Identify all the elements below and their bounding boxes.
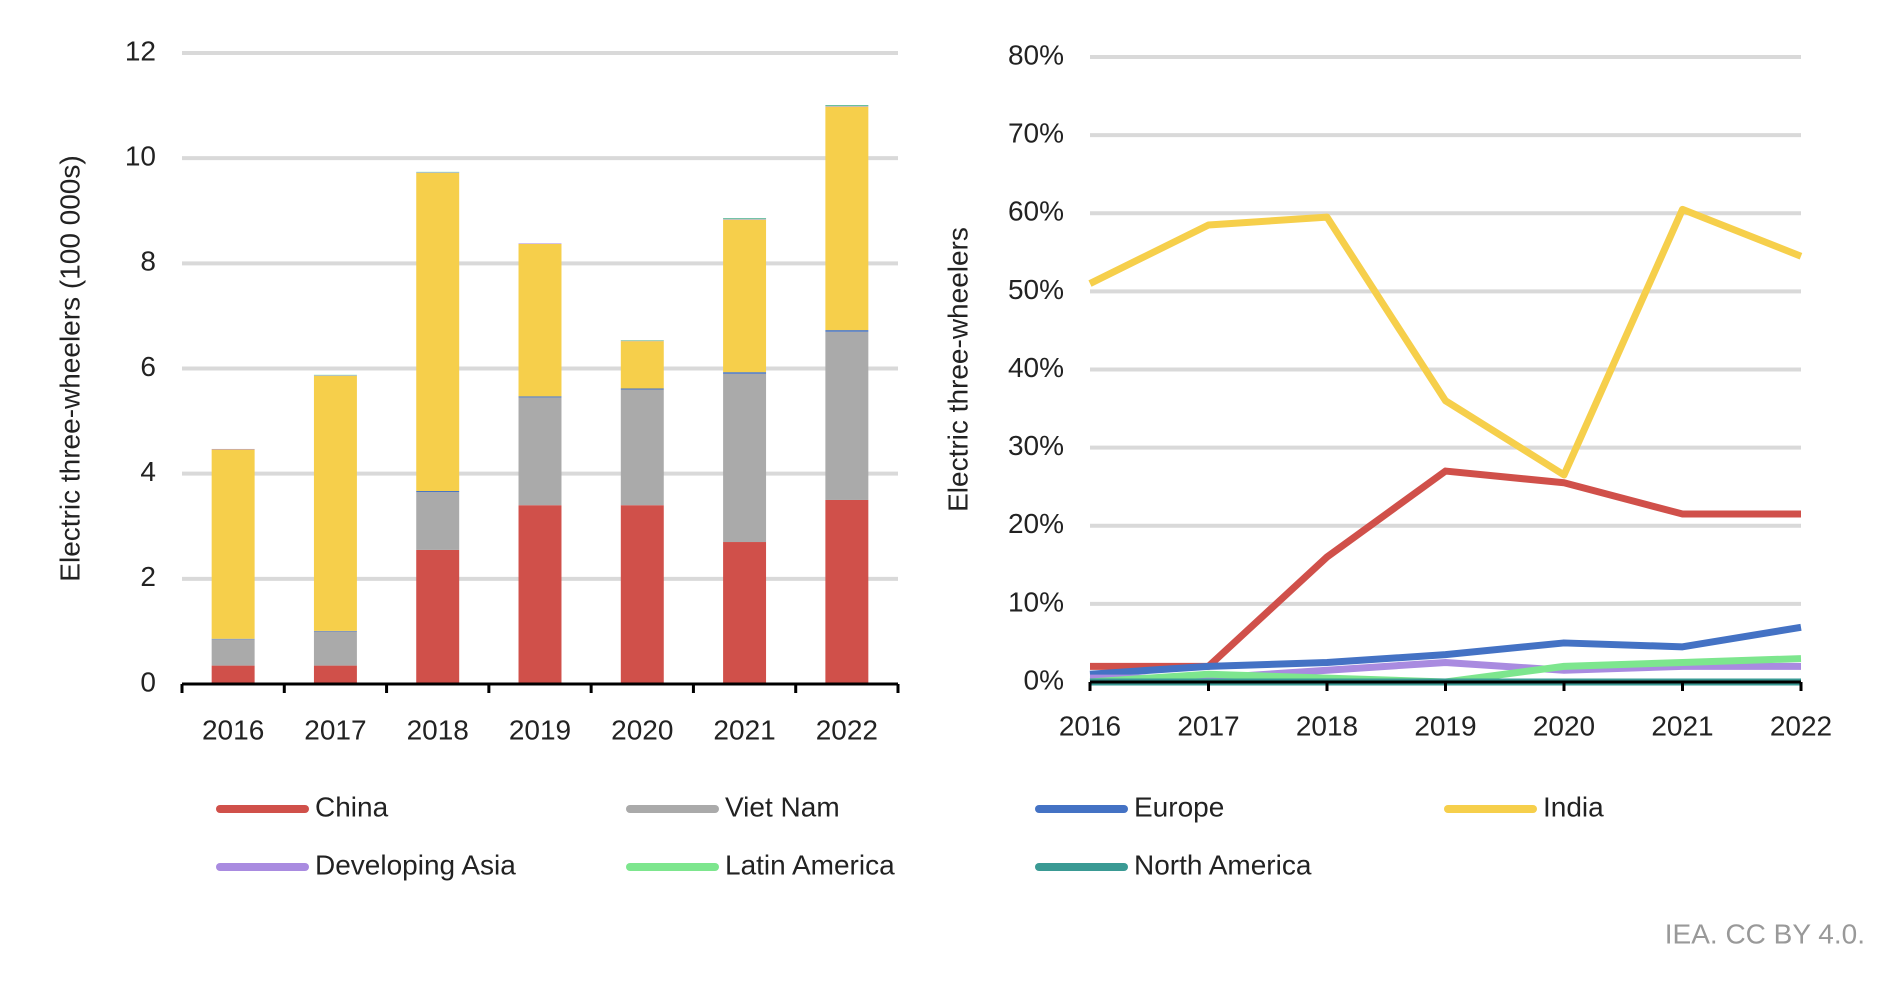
bar-segment [620,389,664,506]
y-tick-label: 40% [1008,352,1064,383]
bar-segment [416,492,460,550]
bar-segment [416,549,460,684]
bar-segment [620,505,664,684]
y-tick-label: 0% [1024,664,1064,695]
bar-segment [723,219,767,373]
legend-label: North America [1134,849,1312,880]
bar-segment [518,397,562,506]
bar-segment [620,340,664,342]
y-tick-label: 70% [1008,118,1064,149]
bar-segment [620,388,664,390]
bar-segment [825,106,869,107]
footer: IEA. CC BY 4.0. [1665,918,1865,949]
bar-segment [416,172,460,492]
y-tick-label: 20% [1008,508,1064,539]
bar-segment [518,505,562,684]
x-tick-label: 2021 [1651,710,1713,741]
x-tick-label: 2016 [202,714,264,745]
y-tick-label: 50% [1008,274,1064,305]
bar-segment [313,375,357,631]
y-axis-label: Electric three-wheelers (100 000s) [54,155,85,581]
x-tick-label: 2018 [407,714,469,745]
line-series [1088,205,1803,479]
x-tick-label: 2019 [509,714,571,745]
bar-segment [825,105,869,107]
x-tick-label: 2018 [1296,710,1358,741]
x-tick-label: 2020 [611,714,673,745]
bar-segment [313,665,357,684]
y-tick-label: 8 [140,246,156,277]
x-tick-label: 2017 [304,714,366,745]
bar-segment [620,340,664,341]
bar-segment [313,630,357,632]
x-tick-label: 2020 [1533,710,1595,741]
line-series [1090,467,1801,670]
legend-label: Latin America [725,849,895,880]
y-tick-label: 4 [140,456,156,487]
bar-segment [416,172,460,173]
bar-segment [211,665,255,684]
x-tick-label: 2017 [1177,710,1239,741]
x-tick-label: 2021 [713,714,775,745]
x-tick-label: 2022 [1770,710,1832,741]
bar-segment [416,171,460,173]
y-tick-label: 2 [140,561,156,592]
y-tick-label: 30% [1008,430,1064,461]
y-tick-label: 80% [1008,39,1064,70]
bar-segment [518,396,562,398]
bar-segment [620,341,664,389]
bar-segment [211,448,255,450]
bar-segment [313,375,357,376]
legend-label: China [315,791,389,822]
bar-segment [723,218,767,220]
legend-label: Europe [1134,791,1224,822]
bar-segment [723,219,767,220]
y-tick-label: 12 [125,35,156,66]
bar-segment [723,542,767,684]
bar-segment [825,499,869,684]
x-tick-label: 2019 [1414,710,1476,741]
bar-segment [825,331,869,500]
line-series [1089,623,1802,678]
bar-segment [313,631,357,666]
x-tick-label: 2022 [816,714,878,745]
x-tick-label: 2016 [1059,710,1121,741]
bar-segment [211,449,255,639]
bar-segment [825,105,869,106]
legend-label: Viet Nam [725,791,840,822]
y-tick-label: 0 [140,666,156,697]
bar-segment [723,372,767,374]
bar-segment [825,106,869,331]
bar-segment [518,243,562,397]
bar-segment [723,373,767,543]
y-tick-label: 6 [140,351,156,382]
bar-segment [211,639,255,666]
y-tick-label: 10% [1008,586,1064,617]
legend-label: India [1543,791,1604,822]
legend-label: Developing Asia [315,849,516,880]
line-series [1090,658,1801,682]
bar-segment [416,491,460,493]
bar-segment [518,243,562,244]
bar-segment [211,638,255,640]
y-tick-label: 10 [125,141,156,172]
bar-segment [313,374,357,376]
bar-segment [723,218,767,219]
bar-segment [825,330,869,332]
y-axis-label: Electric three-wheelers [942,227,973,512]
y-tick-label: 60% [1008,196,1064,227]
